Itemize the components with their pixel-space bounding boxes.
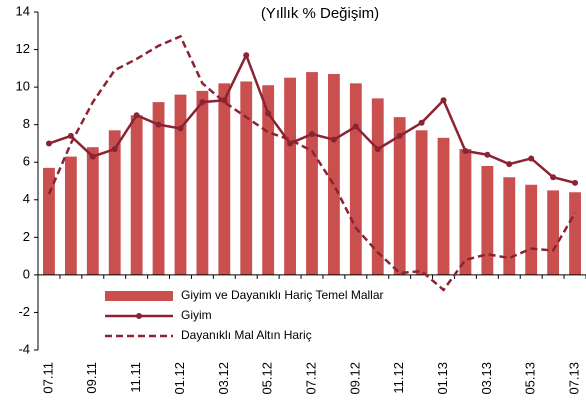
x-tick-label: 09.12 (347, 362, 362, 395)
line-marker (243, 52, 250, 59)
line-marker (440, 97, 447, 104)
line-marker (572, 179, 579, 186)
y-tick-label: -4 (18, 341, 30, 356)
bar (196, 90, 209, 275)
bar (437, 137, 450, 275)
x-tick-label: 01.13 (435, 362, 450, 395)
line-marker (528, 155, 535, 162)
line-marker (265, 110, 272, 117)
line-marker (506, 161, 513, 168)
line-marker (418, 119, 425, 126)
y-tick-label: -2 (18, 304, 30, 319)
line-marker (89, 153, 96, 160)
bar (152, 102, 165, 275)
x-tick-label: 05.12 (260, 362, 275, 395)
line-marker (45, 140, 52, 147)
x-tick-label: 03.12 (216, 362, 231, 395)
bar (393, 117, 406, 275)
x-tick-label: 11.12 (391, 362, 406, 394)
legend-label: Giyim ve Dayanıklı Hariç Temel Mallar (181, 288, 384, 302)
bar (64, 156, 77, 275)
x-tick-label: 03.13 (479, 362, 494, 395)
bar (284, 77, 296, 275)
y-tick-label: 12 (16, 41, 30, 56)
bar (481, 165, 494, 275)
x-tick-label: 11.11 (128, 362, 143, 393)
y-tick-label: 14 (16, 3, 30, 18)
legend-marker (136, 313, 142, 319)
bar (569, 192, 581, 275)
bar (306, 72, 318, 275)
line-marker (352, 123, 359, 130)
y-tick-label: 4 (23, 191, 30, 206)
bar (86, 147, 99, 275)
bar (371, 98, 384, 275)
bar (415, 130, 428, 275)
line-marker (462, 147, 469, 154)
bar (218, 83, 231, 275)
x-tick-label: 07.11 (40, 362, 55, 394)
bar (349, 83, 362, 275)
line-marker (67, 132, 74, 139)
bar (459, 149, 472, 275)
y-tick-label: 0 (23, 266, 30, 281)
bar (130, 115, 143, 275)
y-tick-label: 6 (23, 154, 30, 169)
y-tick-label: 8 (23, 116, 30, 131)
bar (525, 184, 538, 275)
line-marker (309, 131, 315, 138)
bar (174, 94, 187, 275)
bar (547, 190, 560, 275)
line-marker (484, 151, 491, 158)
bar (503, 177, 516, 275)
x-tick-label: 07.12 (303, 362, 318, 395)
legend-label: Giyim (181, 308, 212, 322)
dashed-line (47, 34, 577, 292)
x-tick-label: 09.11 (84, 362, 99, 394)
line-marker (396, 132, 403, 139)
legend-label: Dayanıklı Mal Altın Hariç (181, 328, 312, 342)
legend-swatch (105, 291, 173, 301)
x-tick-label: 05.13 (523, 362, 538, 395)
line-marker (374, 146, 381, 153)
line-marker (330, 136, 337, 143)
x-tick-label: 07.13 (566, 362, 581, 395)
line-marker (221, 97, 228, 104)
y-tick-label: 10 (16, 79, 30, 94)
bar (43, 167, 55, 275)
line-marker (133, 112, 140, 119)
bar (262, 85, 275, 275)
chart-title: (Yıllık % Değişim) (261, 5, 379, 22)
y-tick-label: 2 (23, 229, 30, 244)
bar (108, 130, 121, 275)
line-marker (177, 125, 184, 132)
line-marker (287, 140, 294, 147)
x-tick-label: 01.12 (172, 362, 187, 395)
line-marker (155, 121, 162, 128)
line-marker (111, 146, 118, 153)
bar (328, 73, 340, 275)
line-marker (550, 174, 557, 181)
line-marker (199, 99, 206, 106)
bar (240, 81, 253, 275)
